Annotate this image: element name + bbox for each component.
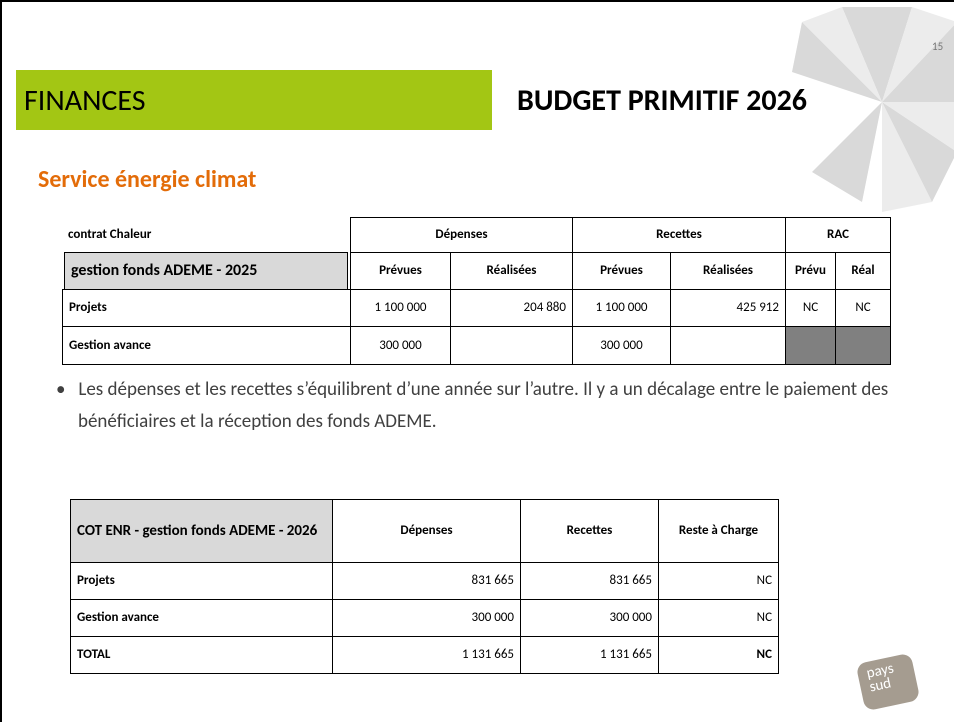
column-header: Réal	[835, 252, 891, 290]
column-header: Prévues	[350, 252, 451, 290]
column-header: Prévues	[572, 252, 671, 290]
table-cell: 300 000	[350, 326, 451, 365]
row-header: gestion fonds ADEME - 2025	[64, 252, 348, 290]
table-cell: 204 880	[450, 289, 573, 327]
table-cell: Gestion avance	[70, 599, 333, 637]
column-header: Prévu	[785, 252, 836, 290]
slide-title: BUDGET PRIMITIF 2026	[517, 82, 807, 119]
table-cell	[835, 326, 891, 365]
column-group: RAC	[785, 217, 891, 253]
column-header: COT ENR - gestion fonds ADEME - 2026	[70, 499, 333, 563]
table-cell: NC	[658, 636, 779, 674]
column-group: Dépenses	[350, 217, 573, 253]
table-cell: NC	[658, 599, 779, 637]
table-cell: 300 000	[520, 599, 659, 637]
column-group: Recettes	[572, 217, 786, 253]
table-cell: 1 100 000	[572, 289, 671, 327]
table-cell: Projets	[62, 289, 351, 327]
table-cell: Gestion avance	[62, 326, 351, 365]
table-cell: 831 665	[520, 562, 659, 600]
table-cell	[450, 326, 573, 365]
table-caption: contrat Chaleur	[68, 227, 152, 243]
table-cell: 1 100 000	[350, 289, 451, 327]
table-cell: NC	[835, 289, 891, 327]
table-cell: 831 665	[332, 562, 521, 600]
column-header: Reste à Charge	[658, 499, 779, 563]
logo: pays sud	[865, 660, 898, 697]
table-cell	[670, 326, 786, 365]
page-number: 15	[932, 40, 944, 53]
table-cell: 425 912	[670, 289, 786, 327]
table-cell: 300 000	[572, 326, 671, 365]
table-cell: NC	[785, 289, 836, 327]
bullet: • Les dépenses et les recettes s’équilib…	[56, 378, 889, 433]
table-cell: 1 131 665	[520, 636, 659, 674]
table-cell: Projets	[70, 562, 333, 600]
table-cell: NC	[658, 562, 779, 600]
column-header: Réalisées	[670, 252, 786, 290]
table-cell: TOTAL	[70, 636, 333, 674]
bullet-text: Les dépenses et les recettes s’équilibre…	[78, 378, 889, 433]
subtitle: Service énergie climat	[38, 165, 257, 194]
column-header: Recettes	[520, 499, 659, 563]
table-cell	[785, 326, 836, 365]
column-header: Réalisées	[450, 252, 573, 290]
table-cell: 1 131 665	[332, 636, 521, 674]
column-header: Dépenses	[332, 499, 521, 563]
table-cell: 300 000	[332, 599, 521, 637]
section-label: FINANCES	[16, 70, 492, 130]
